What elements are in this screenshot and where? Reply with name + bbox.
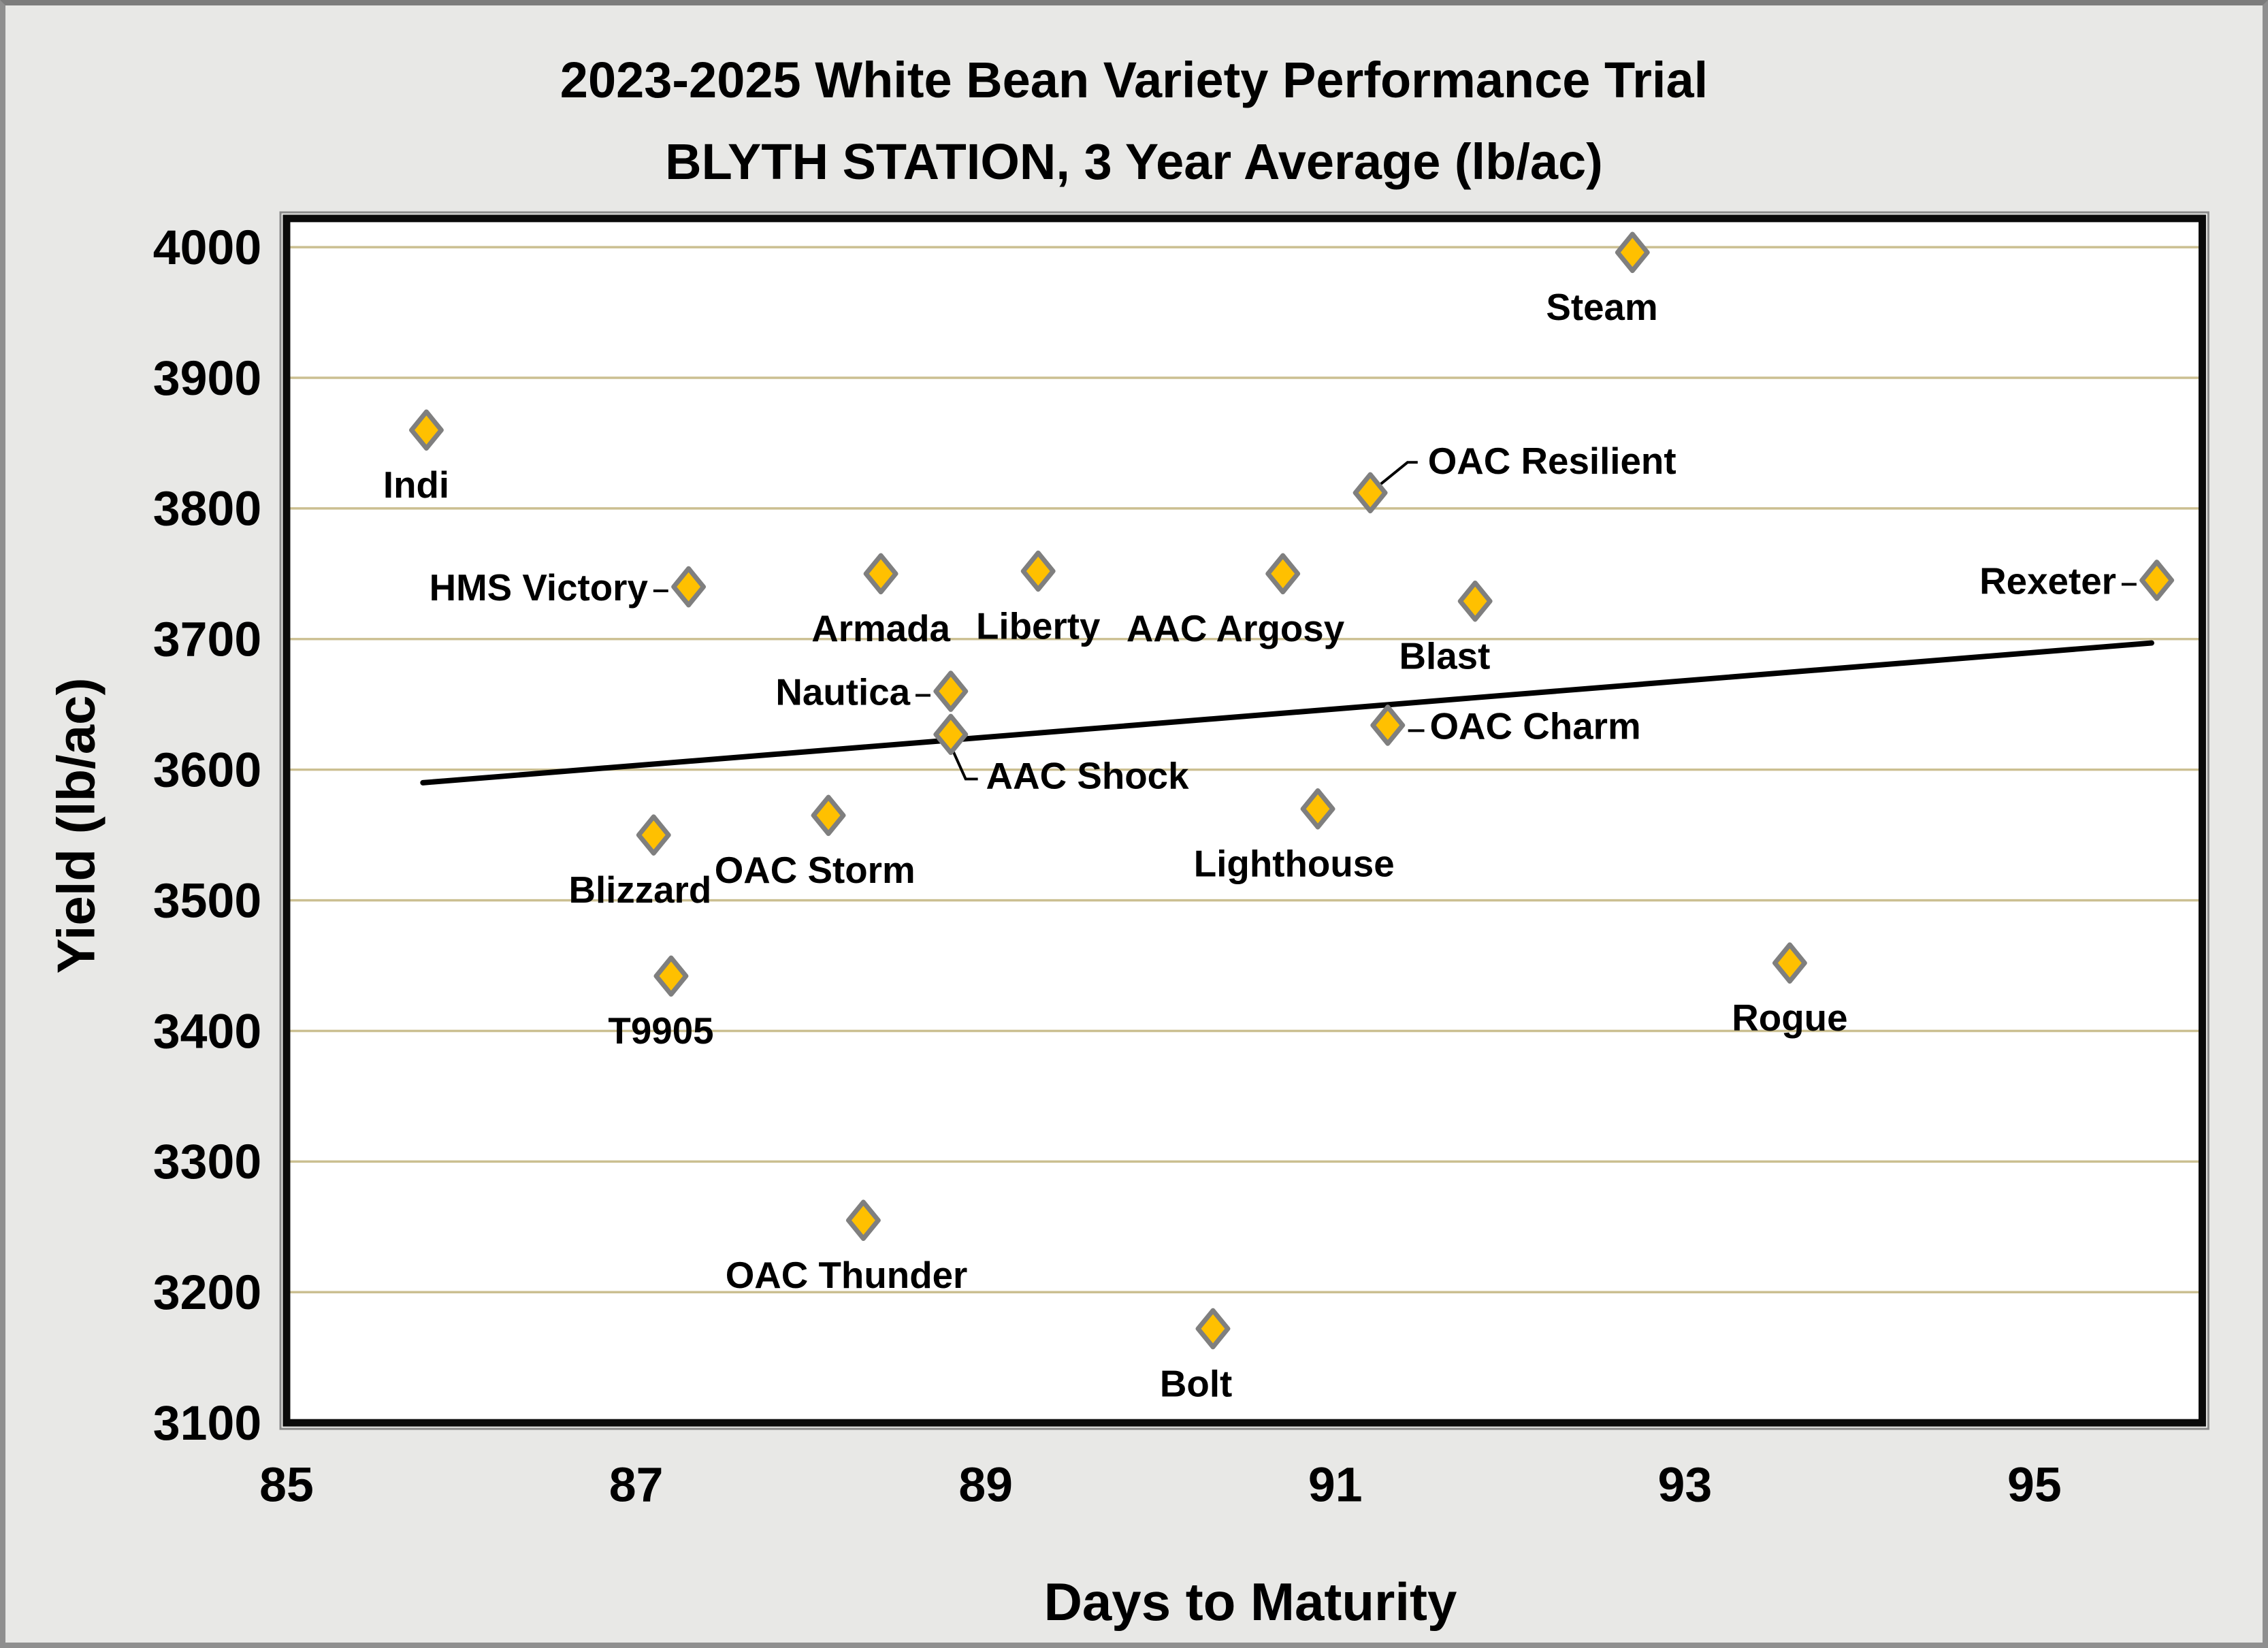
data-point-marker-oac-storm[interactable] <box>811 794 846 837</box>
data-point-label-armada: Armada <box>811 607 950 649</box>
data-point-label-oac-thunder: OAC Thunder <box>726 1254 968 1296</box>
label-leader-line <box>1377 461 1418 487</box>
chart-title-line1: 2023-2025 White Bean Variety Performance… <box>560 52 1708 108</box>
x-axis-title: Days to Maturity <box>1043 1572 1457 1632</box>
data-point-marker-hms-victory[interactable] <box>671 566 707 608</box>
data-point-label-liberty: Liberty <box>976 604 1101 647</box>
data-point-marker-aac-shock[interactable] <box>933 713 969 756</box>
data-point-marker-lighthouse[interactable] <box>1300 788 1335 830</box>
data-point-marker-rogue[interactable] <box>1772 942 1807 984</box>
data-point-label-oac-resilient: OAC Resilient <box>1428 440 1676 482</box>
x-tick-label: 87 <box>609 1457 664 1512</box>
data-point-marker-oac-thunder[interactable] <box>846 1199 881 1242</box>
trend-line <box>420 640 2154 786</box>
data-point-marker-steam[interactable] <box>1615 231 1650 274</box>
data-point-marker-oac-charm[interactable] <box>1370 705 1406 746</box>
data-point-label-oac-charm: OAC Charm <box>1429 705 1640 747</box>
data-point-marker-bolt[interactable] <box>1195 1308 1231 1350</box>
data-point-label-oac-storm: OAC Storm <box>715 849 916 891</box>
data-point-marker-nautica[interactable] <box>933 670 969 712</box>
data-point-marker-aac-argosy[interactable] <box>1265 553 1301 595</box>
x-tick-label: 91 <box>1308 1457 1363 1512</box>
chart-title: 2023-2025 White Bean Variety Performance… <box>5 39 2263 203</box>
data-point-label-blizzard: Blizzard <box>568 869 711 911</box>
y-tick-label: 3300 <box>153 1135 261 1189</box>
data-point-marker-oac-resilient[interactable] <box>1352 472 1388 514</box>
data-point-label-rexeter: Rexeter <box>1979 560 2116 602</box>
label-leader-line <box>952 751 978 781</box>
data-point-label-blast: Blast <box>1399 635 1490 677</box>
data-point-label-aac-argosy: AAC Argosy <box>1127 607 1345 649</box>
plot-border-outer <box>279 211 2209 1430</box>
plot-background <box>287 218 2203 1423</box>
data-point-marker-armada[interactable] <box>863 553 898 595</box>
y-tick-label: 4000 <box>153 221 261 275</box>
data-point-marker-rexeter[interactable] <box>2139 560 2175 601</box>
y-tick-label: 3700 <box>153 613 261 667</box>
y-tick-label: 3400 <box>153 1004 261 1059</box>
data-point-marker-blizzard[interactable] <box>636 814 671 856</box>
plot-border <box>282 214 2206 1427</box>
y-tick-label: 3100 <box>153 1396 261 1451</box>
y-tick-label: 3800 <box>153 482 261 536</box>
data-point-marker-liberty[interactable] <box>1020 550 1056 592</box>
chart-title-line2: BLYTH STATION, 3 Year Average (lb/ac) <box>665 133 1603 190</box>
x-tick-label: 93 <box>1657 1457 1712 1512</box>
plot-area: Indi Blizzard T9905 HMS Victory OAC Storm OAC… <box>153 211 2209 1512</box>
data-point-marker-blast[interactable] <box>1457 580 1493 622</box>
x-tick-label: 95 <box>2007 1457 2062 1512</box>
data-point-marker-t9905[interactable] <box>653 955 689 997</box>
y-tick-label: 3200 <box>153 1265 261 1320</box>
data-point-label-t9905: T9905 <box>608 1009 713 1052</box>
x-tick-label: 85 <box>259 1457 314 1512</box>
data-point-label-aac-shock: AAC Shock <box>986 754 1190 796</box>
x-tick-label: 89 <box>958 1457 1013 1512</box>
data-point-label-bolt: Bolt <box>1160 1362 1232 1404</box>
data-point-marker-indi[interactable] <box>409 409 444 451</box>
data-point-label-rogue: Rogue <box>1732 997 1847 1039</box>
y-tick-label: 3600 <box>153 743 261 798</box>
data-point-label-lighthouse: Lighthouse <box>1194 843 1395 885</box>
data-point-label-indi: Indi <box>383 464 449 506</box>
y-tick-label: 3900 <box>153 351 261 406</box>
y-tick-label: 3500 <box>153 873 261 928</box>
data-point-label-steam: Steam <box>1546 286 1657 328</box>
data-point-label-nautica: Nautica <box>775 670 910 713</box>
data-point-label-hms-victory: HMS Victory <box>430 566 649 609</box>
